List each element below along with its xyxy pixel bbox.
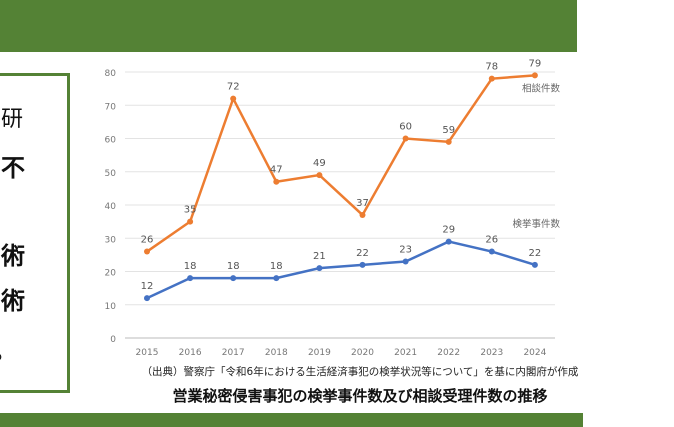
data-point bbox=[187, 218, 194, 225]
data-label: 37 bbox=[356, 198, 369, 209]
left-text-5: 。 bbox=[0, 331, 17, 366]
left-text-2: 不 bbox=[1, 154, 25, 182]
data-label: 59 bbox=[442, 125, 455, 136]
series-line bbox=[146, 240, 536, 300]
data-point bbox=[273, 275, 280, 282]
data-point bbox=[445, 138, 452, 145]
data-point bbox=[316, 172, 323, 179]
chart-title: 営業秘密侵害事犯の検挙事件数及び相談受理件数の推移 bbox=[172, 387, 548, 405]
data-label: 22 bbox=[356, 248, 369, 259]
left-text-box: 研 不 術 術 。 bbox=[0, 73, 70, 393]
data-point bbox=[531, 261, 538, 268]
data-label: 35 bbox=[184, 205, 197, 216]
y-tick-label: 70 bbox=[105, 102, 117, 112]
series-label: 検挙事件数 bbox=[512, 218, 560, 230]
data-point bbox=[488, 248, 495, 255]
x-tick-label: 2023 bbox=[480, 348, 503, 358]
data-label: 23 bbox=[399, 245, 412, 256]
data-label: 78 bbox=[485, 62, 498, 73]
x-tick-label: 2024 bbox=[523, 348, 546, 358]
series-line bbox=[146, 74, 535, 253]
data-point bbox=[144, 295, 150, 302]
bottom-banner bbox=[0, 413, 583, 427]
y-tick-label: 50 bbox=[105, 169, 117, 179]
data-point bbox=[488, 75, 495, 82]
data-label: 18 bbox=[270, 261, 283, 272]
left-text-1: 研 bbox=[1, 107, 24, 132]
data-point bbox=[273, 178, 280, 185]
data-label: 18 bbox=[227, 261, 240, 272]
data-point bbox=[402, 258, 409, 265]
y-tick-label: 0 bbox=[110, 335, 116, 345]
data-label: 26 bbox=[485, 235, 498, 246]
data-point bbox=[187, 275, 194, 282]
data-point bbox=[144, 248, 150, 255]
x-tick-label: 2016 bbox=[179, 348, 202, 358]
data-point bbox=[359, 211, 366, 218]
data-point bbox=[316, 265, 323, 272]
x-tick-label: 2019 bbox=[308, 348, 331, 358]
data-label: 12 bbox=[141, 281, 154, 292]
y-tick-label: 60 bbox=[105, 136, 117, 146]
x-tick-label: 2017 bbox=[222, 348, 245, 358]
y-tick-label: 20 bbox=[105, 269, 117, 279]
data-label: 21 bbox=[313, 251, 326, 262]
top-banner bbox=[0, 0, 577, 52]
data-point bbox=[230, 95, 237, 102]
x-tick-label: 2022 bbox=[437, 348, 460, 358]
y-tick-label: 40 bbox=[105, 202, 117, 212]
data-point bbox=[445, 238, 452, 245]
x-tick-label: 2020 bbox=[351, 348, 374, 358]
y-tick-label: 30 bbox=[105, 235, 117, 245]
data-point bbox=[531, 72, 538, 79]
data-label: 29 bbox=[442, 225, 455, 236]
x-tick-label: 2015 bbox=[136, 348, 159, 358]
left-text-4: 術 bbox=[1, 287, 25, 315]
x-tick-label: 2018 bbox=[265, 348, 288, 358]
data-label: 18 bbox=[184, 261, 197, 272]
data-label: 26 bbox=[141, 235, 154, 246]
data-point bbox=[230, 275, 237, 282]
data-label: 72 bbox=[227, 82, 240, 93]
data-point bbox=[402, 135, 409, 142]
source-note: （出典）警察庁「令和6年における生活経済事犯の検挙状況等について」を基に内閣府が… bbox=[141, 366, 579, 378]
data-label: 49 bbox=[313, 158, 326, 169]
data-label: 79 bbox=[529, 58, 542, 69]
data-label: 60 bbox=[399, 122, 412, 133]
series-label: 相談件数 bbox=[522, 82, 561, 94]
data-label: 47 bbox=[270, 165, 283, 176]
data-label: 22 bbox=[529, 248, 542, 259]
left-text-3: 術 bbox=[1, 242, 25, 270]
data-point bbox=[359, 261, 366, 268]
y-tick-label: 10 bbox=[105, 302, 117, 312]
x-tick-label: 2021 bbox=[394, 348, 417, 358]
y-tick-label: 80 bbox=[105, 69, 117, 79]
